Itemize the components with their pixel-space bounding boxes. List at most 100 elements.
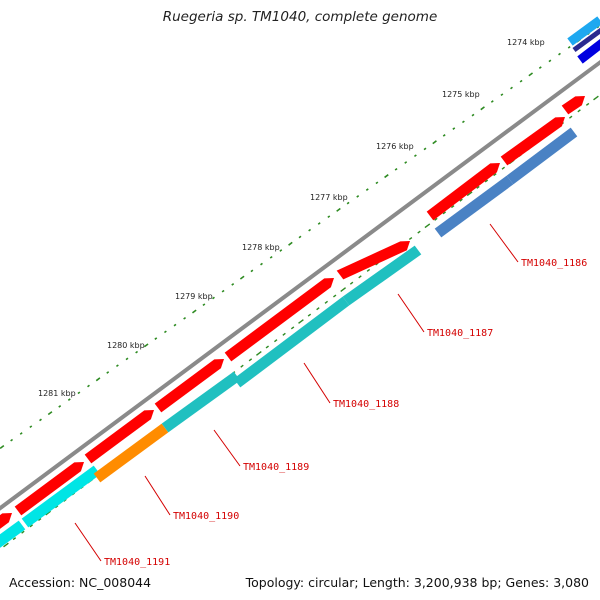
map-title: Ruegeria sp. TM1040, complete genome bbox=[162, 9, 438, 25]
tick-mark bbox=[490, 100, 494, 103]
tick-mark bbox=[308, 228, 312, 232]
cds-feature-band bbox=[434, 175, 514, 238]
cds-feature-band bbox=[577, 38, 600, 64]
tick-mark bbox=[480, 106, 485, 111]
cds-feature-band bbox=[161, 371, 241, 433]
tick-mark bbox=[336, 207, 341, 212]
tick-mark bbox=[29, 425, 33, 429]
tick-mark bbox=[87, 384, 90, 388]
cds-feature-band bbox=[21, 465, 101, 528]
tick-mark bbox=[327, 215, 331, 219]
tick-mark bbox=[265, 345, 269, 349]
tick-mark bbox=[77, 391, 81, 395]
tick-mark bbox=[585, 102, 590, 106]
tick-mark bbox=[461, 120, 465, 124]
tick-mark bbox=[135, 350, 139, 354]
cds-feature-band bbox=[233, 296, 350, 388]
tick-mark bbox=[366, 268, 371, 272]
tick-mark bbox=[19, 432, 23, 435]
tick-mark bbox=[394, 167, 398, 171]
tick-mark bbox=[212, 296, 215, 300]
tick-mark bbox=[125, 357, 129, 361]
tick-mark bbox=[298, 319, 304, 324]
tick-mark bbox=[191, 309, 197, 314]
tick-mark bbox=[274, 339, 278, 343]
tick-mark bbox=[106, 371, 110, 374]
tick-mark bbox=[239, 275, 245, 280]
tick-label: 1274 kbp bbox=[507, 38, 545, 47]
tick-mark bbox=[290, 326, 295, 330]
tick-mark bbox=[3, 542, 9, 548]
tick-mark bbox=[510, 86, 513, 90]
label-leaders-layer bbox=[74, 223, 519, 562]
tick-mark bbox=[567, 45, 571, 49]
features-layer bbox=[0, 16, 600, 548]
tick-label: 1277 kbp bbox=[310, 193, 348, 202]
tick-mark bbox=[358, 275, 362, 279]
tick-mark bbox=[558, 52, 561, 56]
tick-mark bbox=[248, 358, 253, 362]
tick-mark bbox=[29, 524, 33, 528]
tick-mark bbox=[408, 236, 413, 241]
tick-mark bbox=[538, 66, 542, 69]
cds-feature-forward bbox=[336, 241, 410, 280]
tick-mark bbox=[346, 201, 350, 205]
tick-mark bbox=[459, 198, 463, 202]
tick-mark bbox=[39, 418, 42, 422]
cds-feature-forward bbox=[14, 462, 85, 516]
tick-mark bbox=[548, 59, 552, 63]
genome-summary-text: Topology: circular; Length: 3,200,938 bp… bbox=[245, 575, 589, 590]
gene-label: TM1040_1190 bbox=[173, 511, 239, 522]
tick-mark bbox=[282, 332, 286, 336]
tick-mark bbox=[173, 323, 177, 327]
tick-mark bbox=[417, 230, 421, 234]
tick-mark bbox=[95, 377, 101, 382]
tick-mark bbox=[432, 140, 437, 145]
tick-label: 1280 kbp bbox=[107, 341, 145, 350]
cds-feature-forward bbox=[224, 278, 334, 362]
tick-mark bbox=[12, 537, 17, 541]
cds-feature-band bbox=[93, 423, 169, 483]
tick-mark bbox=[288, 241, 293, 246]
tick-mark bbox=[143, 343, 149, 348]
label-leader-line bbox=[144, 475, 171, 516]
tick-mark bbox=[593, 95, 599, 101]
tick-mark bbox=[451, 205, 455, 209]
tick-mark bbox=[307, 313, 312, 317]
cds-feature-forward bbox=[500, 117, 565, 166]
cds-feature-band bbox=[0, 520, 26, 548]
tick-mark bbox=[493, 173, 497, 177]
tick-mark bbox=[519, 79, 523, 83]
gene-label: TM1040_1186 bbox=[521, 258, 587, 269]
cds-feature-forward bbox=[84, 410, 154, 464]
tick-mark bbox=[356, 195, 360, 198]
tick-mark bbox=[231, 283, 235, 286]
tick-mark bbox=[115, 364, 119, 368]
tick-mark bbox=[577, 109, 581, 113]
cds-feature-forward bbox=[154, 359, 224, 413]
tick-mark bbox=[434, 217, 438, 221]
gene-label: TM1040_1188 bbox=[333, 399, 399, 410]
tick-mark bbox=[452, 127, 456, 130]
gene-label: TM1040_1191 bbox=[104, 557, 170, 568]
tick-mark bbox=[413, 154, 417, 158]
tick-mark bbox=[317, 222, 321, 225]
tick-mark bbox=[202, 303, 206, 307]
tick-mark bbox=[333, 294, 337, 298]
tick-mark bbox=[340, 287, 346, 292]
tick-mark bbox=[67, 398, 71, 401]
genome-backbone bbox=[0, 59, 600, 511]
label-leader-line bbox=[397, 293, 425, 333]
tick-mark bbox=[21, 530, 25, 534]
tick-mark bbox=[298, 235, 302, 239]
tick-mark bbox=[221, 289, 225, 293]
cds-feature-forward bbox=[561, 96, 585, 115]
tick-mark bbox=[316, 307, 320, 311]
tick-mark bbox=[279, 249, 283, 252]
tick-mark bbox=[424, 223, 431, 229]
tick-mark bbox=[47, 411, 53, 416]
tick-mark bbox=[58, 405, 62, 408]
gene-labels-layer: TM1040_1186 TM1040_1187 TM1040_1188 TM1040_… bbox=[104, 258, 587, 568]
cds-feature-forward bbox=[426, 163, 500, 221]
